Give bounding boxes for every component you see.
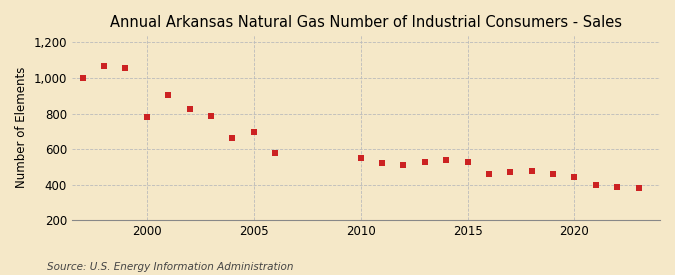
Point (184, 107, 195, 111)
Point (377, 161, 387, 166)
Point (591, 182, 601, 187)
Y-axis label: Number of Elements: Number of Elements (15, 67, 28, 188)
Point (612, 185, 622, 189)
Point (547, 171, 558, 176)
Point (163, 93, 173, 97)
Point (505, 170, 516, 174)
Point (205, 114, 216, 118)
Point (227, 135, 238, 140)
Point (569, 175, 580, 180)
Point (526, 169, 537, 173)
Point (483, 171, 494, 176)
Text: Source: U.S. Energy Information Administration: Source: U.S. Energy Information Administ… (47, 262, 294, 272)
Point (398, 163, 409, 167)
Point (462, 160, 473, 164)
Point (248, 130, 259, 134)
Point (77, 76, 88, 80)
Title: Annual Arkansas Natural Gas Number of Industrial Consumers - Sales: Annual Arkansas Natural Gas Number of In… (110, 15, 622, 30)
Point (633, 185, 644, 190)
Point (120, 65, 131, 70)
Point (355, 156, 366, 160)
Point (99, 64, 109, 68)
Point (441, 158, 452, 162)
Point (270, 151, 281, 155)
Point (419, 160, 430, 164)
Point (141, 115, 152, 119)
